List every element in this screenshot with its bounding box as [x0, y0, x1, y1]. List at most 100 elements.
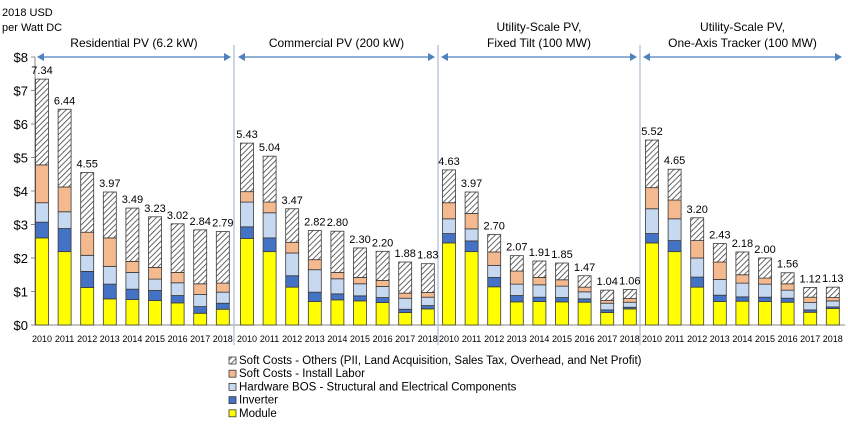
x-tick-label: 2013 [305, 334, 325, 344]
bar-segment-series-2 [193, 294, 208, 307]
total-label: 2.80 [327, 217, 348, 229]
bar-segment-series-4 [170, 223, 185, 273]
bar-segment-series-1 [667, 240, 682, 253]
total-label: 4.65 [664, 155, 685, 167]
bar-segment-series-0 [577, 301, 592, 326]
bar-segment-series-4 [464, 191, 479, 214]
bar-segment-series-0 [170, 302, 185, 326]
bar-segment-series-3 [125, 260, 140, 273]
total-label: 3.23 [144, 203, 165, 215]
bar-2012: 3.47 [281, 195, 303, 326]
bar-segment-series-0 [667, 251, 682, 326]
bar-segment-series-3 [667, 199, 682, 220]
bar-2017: 1.88 [394, 248, 416, 326]
bar-segment-series-3 [442, 202, 456, 220]
bar-segment-series-3 [170, 272, 185, 284]
bar-segment-series-3 [780, 283, 795, 291]
bar-segment-series-2 [509, 283, 524, 296]
bar-segment-series-2 [645, 208, 659, 234]
bar-segment-series-2 [532, 284, 547, 298]
total-label: 1.56 [777, 259, 798, 271]
bar-segment-series-0 [148, 300, 162, 326]
x-tick-label: 2014 [732, 334, 752, 344]
bar-segment-series-4 [215, 231, 230, 284]
x-tick-label: 2016 [168, 334, 188, 344]
bar-segment-series-4 [712, 243, 727, 263]
legend-swatch [228, 409, 237, 418]
legend-item: Module [228, 408, 277, 420]
x-tick-label: 2014 [327, 334, 347, 344]
bar-segment-series-0 [285, 286, 300, 326]
bar-segment-series-4 [758, 257, 772, 279]
bar-segment-series-2 [80, 254, 95, 272]
x-tick-label: 2013 [710, 334, 730, 344]
bar-segment-series-0 [80, 287, 95, 326]
bar-segment-series-1 [240, 226, 254, 239]
bar-segment-series-4 [577, 275, 592, 288]
x-tick-label: 2010 [32, 334, 52, 344]
bar-segment-series-1 [125, 288, 140, 300]
total-label: 3.20 [686, 204, 707, 216]
legend-label: Hardware BOS - Structural and Electrical… [239, 381, 517, 393]
x-tick-label: 2013 [100, 334, 120, 344]
bar-segment-series-2 [690, 257, 705, 278]
bar-segment-series-1 [262, 237, 277, 253]
bar-segment-series-2 [487, 264, 502, 278]
bar-2014: 1.91 [529, 247, 550, 326]
bar-2010: 4.63 [438, 156, 460, 326]
legend-swatch [228, 369, 237, 378]
y-tick-label: $6 [14, 117, 28, 132]
x-tick-label: 2018 [823, 334, 843, 344]
bar-2010: 5.43 [236, 129, 258, 326]
bar-segment-series-1 [555, 297, 569, 303]
bar-segment-series-1 [464, 240, 479, 253]
x-tick-label: 2015 [552, 334, 572, 344]
bar-segment-series-0 [690, 286, 705, 326]
bar-segment-series-0 [240, 238, 254, 326]
bar-segment-series-3 [80, 231, 95, 256]
total-label: 2.30 [349, 234, 370, 246]
bar-segment-series-0 [375, 302, 390, 326]
x-tick-label: 2015 [755, 334, 775, 344]
bar-segment-series-3 [330, 272, 345, 280]
bar-segment-series-0 [555, 301, 569, 326]
legend-item: Hardware BOS - Structural and Electrical… [228, 381, 517, 393]
bar-segment-series-4 [330, 230, 345, 273]
bar-2015: 2.00 [754, 244, 776, 326]
bar-2016: 2.20 [372, 237, 393, 326]
x-tick-label: 2012 [77, 334, 97, 344]
bar-segment-series-2 [442, 218, 456, 234]
bar-segment-series-0 [803, 311, 818, 326]
bar-segment-series-3 [464, 213, 479, 230]
x-tick-label: 2013 [507, 334, 527, 344]
group-title-line2: Fixed Tilt (100 MW) [487, 36, 591, 50]
bar-segment-series-2 [57, 211, 72, 229]
bar-segment-series-3 [690, 240, 705, 259]
bar-2012: 2.70 [483, 221, 505, 326]
bar-segment-series-4 [57, 108, 72, 188]
bar-segment-series-3 [215, 282, 230, 293]
bar-2016: 1.56 [777, 259, 798, 326]
bar-segment-series-2 [600, 302, 615, 311]
arrowhead-left-icon [238, 53, 245, 61]
x-tick-label: 2018 [418, 334, 438, 344]
bar-segment-series-4 [803, 287, 818, 298]
bar-segment-series-1 [712, 294, 727, 302]
bar-2016: 1.47 [574, 262, 595, 326]
arrowhead-right-icon [630, 53, 637, 61]
bar-segment-series-0 [758, 301, 772, 326]
bar-2010: 5.52 [641, 126, 663, 326]
x-tick-label: 2016 [575, 334, 595, 344]
bar-segment-series-3 [577, 286, 592, 293]
bar-segment-series-0 [487, 286, 502, 326]
y-tick-label: $4 [14, 184, 28, 199]
total-label: 2.00 [754, 244, 775, 256]
legend-item: Soft Costs - Install Labor [228, 368, 365, 380]
bar-segment-series-2 [307, 269, 322, 293]
bar-segment-series-1 [330, 293, 345, 301]
bar-2013: 2.07 [506, 242, 528, 326]
total-label: 3.02 [167, 210, 188, 222]
total-label: 7.34 [31, 65, 52, 77]
bar-segment-series-0 [464, 251, 479, 326]
bar-segment-series-2 [622, 301, 637, 308]
